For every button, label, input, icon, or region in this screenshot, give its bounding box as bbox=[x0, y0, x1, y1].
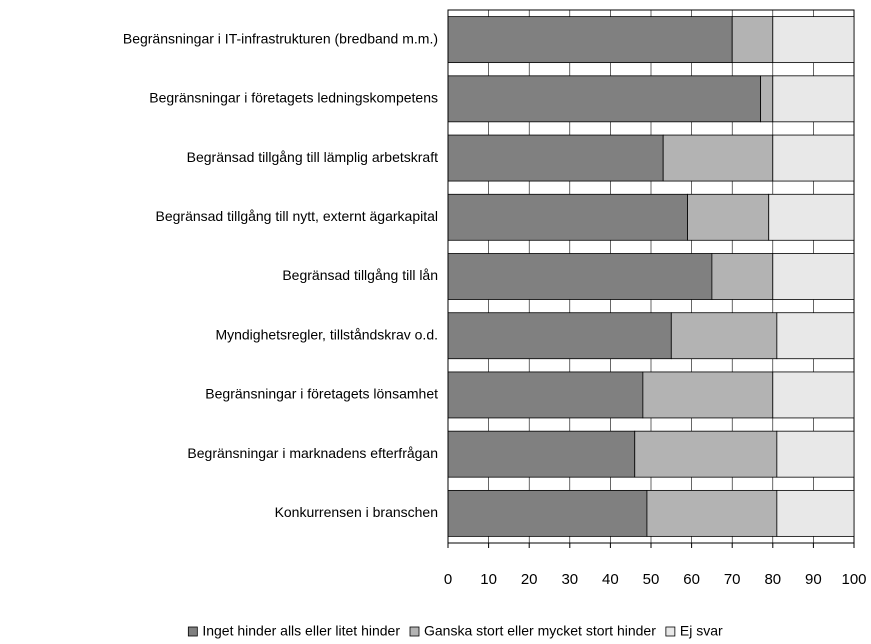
x-tick-label: 50 bbox=[643, 571, 660, 588]
bar-segment bbox=[768, 193, 855, 241]
x-tick-label: 40 bbox=[602, 571, 619, 588]
x-tick-label: 0 bbox=[444, 571, 452, 588]
bar-segment bbox=[760, 75, 774, 123]
bar-segment bbox=[634, 430, 778, 478]
bar-segment bbox=[447, 193, 688, 241]
y-tick-label: Konkurrensen i branschen bbox=[275, 504, 438, 520]
bar-segment bbox=[711, 253, 774, 300]
y-tick-label: Begränsningar i marknadens efterfrågan bbox=[187, 445, 438, 461]
bar-segment bbox=[670, 312, 778, 360]
bar-segment bbox=[447, 371, 644, 419]
y-tick-label: Begränsningar i IT-infrastrukturen (bred… bbox=[123, 30, 438, 46]
bar-segment bbox=[772, 75, 855, 123]
bar-segment bbox=[447, 312, 672, 360]
x-tick-label: 10 bbox=[480, 571, 497, 588]
bar-segment bbox=[776, 489, 855, 537]
bar-segment bbox=[772, 16, 855, 64]
legend-label: Inget hinder alls eller litet hinder bbox=[202, 623, 400, 639]
x-tick-label: 90 bbox=[805, 571, 822, 588]
x-tick-label: 70 bbox=[724, 571, 741, 588]
legend-swatch bbox=[187, 626, 198, 637]
y-tick-label: Begränsningar i företagets ledningskompe… bbox=[149, 90, 438, 106]
bar-segment bbox=[731, 16, 774, 64]
y-tick-label: Begränsningar i företagets lönsamhet bbox=[205, 386, 438, 402]
bar-segment bbox=[447, 489, 648, 537]
bar-segment bbox=[447, 16, 733, 64]
y-tick-label: Begränsad tillgång till lämplig arbetskr… bbox=[187, 149, 438, 165]
bar-segment bbox=[447, 75, 762, 123]
bar-segment bbox=[776, 430, 855, 478]
bar-segment bbox=[646, 489, 778, 537]
x-tick-label: 100 bbox=[841, 571, 866, 588]
bar-segment bbox=[447, 430, 636, 478]
legend-swatch bbox=[665, 626, 676, 637]
x-tick-label: 30 bbox=[561, 571, 578, 588]
legend-label: Ganska stort eller mycket stort hinder bbox=[424, 623, 656, 639]
bar-segment bbox=[687, 193, 770, 241]
legend-swatch bbox=[409, 626, 420, 637]
bar-segment bbox=[662, 134, 774, 182]
x-tick-label: 20 bbox=[521, 571, 538, 588]
bar-segment bbox=[776, 312, 855, 360]
bar-segment bbox=[772, 253, 855, 300]
bar-segment bbox=[772, 371, 855, 419]
bar-segment bbox=[772, 134, 855, 182]
y-tick-label: Begränsad tillgång till nytt, externt äg… bbox=[156, 208, 439, 224]
y-tick-label: Begränsad tillgång till lån bbox=[282, 267, 438, 283]
bar-segment bbox=[642, 371, 774, 419]
x-tick-label: 60 bbox=[683, 571, 700, 588]
legend-label: Ej svar bbox=[680, 623, 723, 639]
y-tick-label: Myndighetsregler, tillståndskrav o.d. bbox=[215, 326, 438, 342]
bar-segment bbox=[447, 134, 664, 182]
bar-segment bbox=[447, 253, 713, 300]
x-tick-label: 80 bbox=[764, 571, 781, 588]
